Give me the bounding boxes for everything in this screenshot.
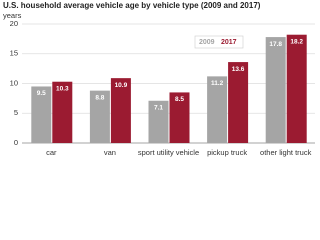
- chart-title: U.S. household average vehicle age by ve…: [3, 1, 261, 10]
- value-label: 18.2: [290, 38, 303, 45]
- x-tick-label: other light truck: [260, 148, 312, 157]
- bar: [89, 90, 110, 143]
- x-tick-label: van: [104, 148, 116, 157]
- y-tick-label: 15: [10, 49, 18, 58]
- y-tick-label: 10: [10, 78, 18, 87]
- value-label: 10.3: [56, 85, 69, 92]
- x-tick-label: pickup truck: [207, 148, 247, 157]
- bar: [31, 86, 52, 143]
- value-label: 17.8: [269, 41, 282, 48]
- legend-box: [194, 35, 244, 49]
- value-label: 13.6: [232, 66, 245, 73]
- bar: [207, 76, 228, 143]
- bar: [52, 81, 73, 143]
- legend-label: 2017: [221, 39, 237, 46]
- chart: U.S. household average vehicle age by ve…: [3, 1, 315, 157]
- x-tick-label: sport utility vehicle: [138, 148, 199, 157]
- value-label: 10.9: [115, 82, 128, 89]
- value-label: 8.8: [95, 94, 104, 101]
- y-tick-label: 20: [10, 19, 18, 28]
- y-tick-label: 5: [14, 108, 18, 117]
- bar: [148, 100, 169, 143]
- bar: [286, 34, 307, 143]
- bar: [110, 78, 131, 143]
- value-label: 7.1: [154, 104, 163, 111]
- legend-label: 2009: [199, 39, 215, 46]
- value-label: 8.5: [175, 96, 184, 103]
- value-label: 11.2: [211, 80, 224, 87]
- value-label: 9.5: [37, 90, 46, 97]
- x-tick-label: car: [46, 148, 57, 157]
- bar: [169, 92, 190, 143]
- bar: [228, 62, 249, 143]
- y-tick-label: 0: [14, 138, 18, 147]
- bar: [265, 37, 286, 144]
- y-axis-label: years: [3, 11, 22, 20]
